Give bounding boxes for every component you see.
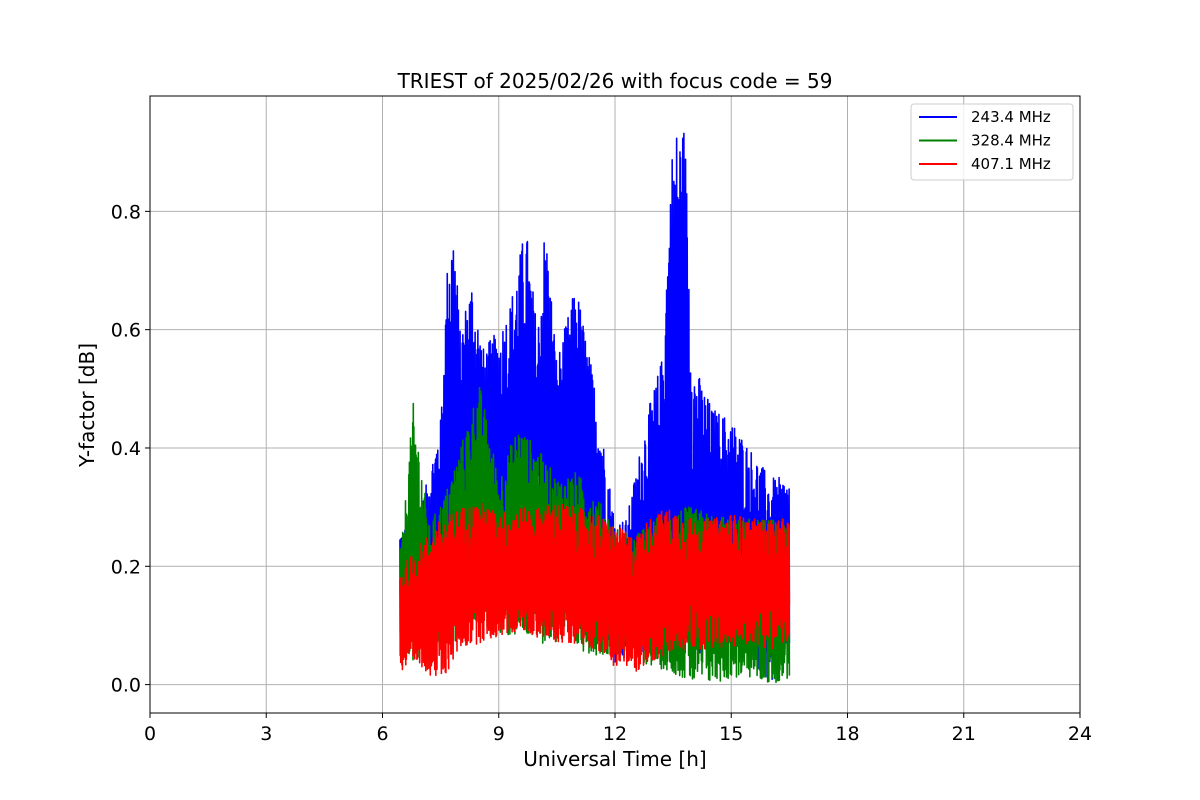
x-tick-label: 6 <box>376 723 388 745</box>
y-tick-label: 0.6 <box>111 320 141 342</box>
chart-title: TRIEST of 2025/02/26 with focus code = 5… <box>397 69 833 93</box>
legend: 243.4 MHz 328.4 MHz 407.1 MHz <box>910 103 1074 181</box>
x-tick-label: 21 <box>952 723 976 745</box>
ticks-layer: 0 3 6 9 12 15 18 21 24 0.0 0.2 0.4 0.6 0.8 <box>111 201 1092 745</box>
series-line <box>399 502 791 677</box>
series-layer <box>399 132 791 684</box>
x-tick-label: 12 <box>603 723 627 745</box>
legend-entry: 328.4 MHz <box>971 132 1051 150</box>
y-tick-label: 0.2 <box>111 556 141 578</box>
x-tick-label: 9 <box>493 723 505 745</box>
legend-entry: 243.4 MHz <box>971 108 1051 126</box>
legend-box <box>910 103 1074 181</box>
x-tick-label: 15 <box>719 723 743 745</box>
x-tick-label: 3 <box>260 723 272 745</box>
legend-entry: 407.1 MHz <box>971 155 1051 173</box>
x-tick-label: 0 <box>144 723 156 745</box>
y-tick-label: 0.0 <box>111 675 141 697</box>
x-axis-label: Universal Time [h] <box>523 747 706 771</box>
y-tick-label: 0.4 <box>111 438 141 460</box>
x-tick-label: 18 <box>835 723 859 745</box>
x-tick-label: 24 <box>1068 723 1092 745</box>
y-tick-label: 0.8 <box>111 201 141 223</box>
y-axis-label: Y-factor [dB] <box>75 343 99 468</box>
